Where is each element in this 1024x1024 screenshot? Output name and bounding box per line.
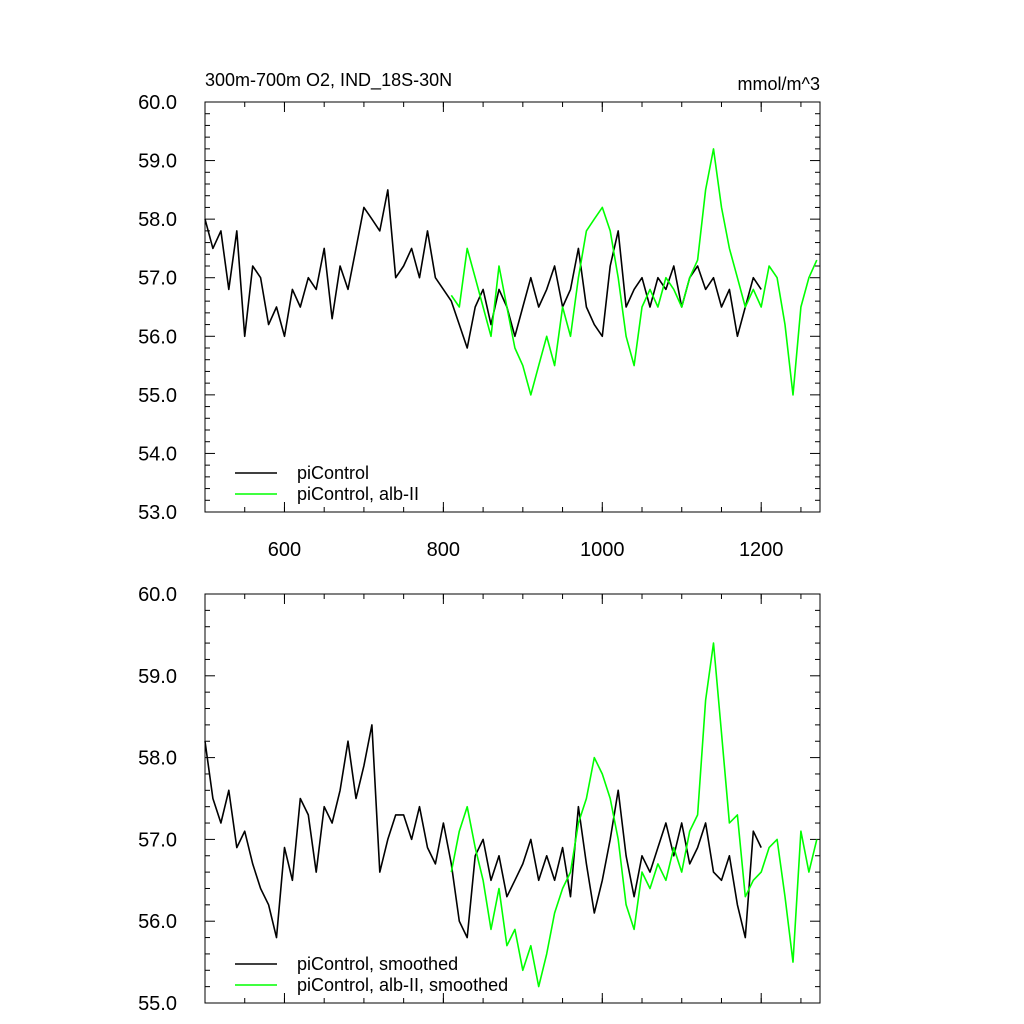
chart-title: 300m-700m O2, IND_18S-30N: [205, 70, 452, 91]
y-tick-label: 54.0: [138, 443, 177, 465]
y-tick-label: 56.0: [138, 326, 177, 348]
series-line: [450, 642, 818, 988]
x-tick-label: 1000: [580, 539, 625, 561]
unit-label: mmol/m^3: [738, 74, 820, 94]
y-tick-label: 60.0: [138, 584, 177, 606]
y-tick-label: 58.0: [138, 748, 177, 770]
x-tick-label: 800: [427, 539, 460, 561]
plot-frame: [204, 101, 821, 513]
series-line: [450, 148, 818, 396]
series-line: [204, 724, 762, 939]
x-tick-label: 1200: [739, 539, 784, 561]
series-line: [204, 189, 762, 349]
y-tick-label: 59.0: [138, 151, 177, 173]
y-tick-label: 56.0: [138, 911, 177, 933]
x-tick-label: 600: [268, 539, 301, 561]
y-tick-label: 55.0: [138, 385, 177, 407]
legend-label: piControl: [297, 463, 369, 483]
y-tick-label: 53.0: [138, 502, 177, 524]
plot-frame: [204, 593, 821, 1004]
legend-label: piControl, alb-II, smoothed: [297, 975, 508, 995]
legend-label: piControl, smoothed: [297, 954, 458, 974]
y-tick-label: 58.0: [138, 209, 177, 231]
legend-label: piControl, alb-II: [297, 484, 419, 504]
y-tick-label: 57.0: [138, 829, 177, 851]
y-tick-label: 57.0: [138, 268, 177, 290]
y-tick-label: 59.0: [138, 666, 177, 688]
y-tick-label: 60.0: [138, 92, 177, 114]
y-tick-label: 55.0: [138, 993, 177, 1015]
